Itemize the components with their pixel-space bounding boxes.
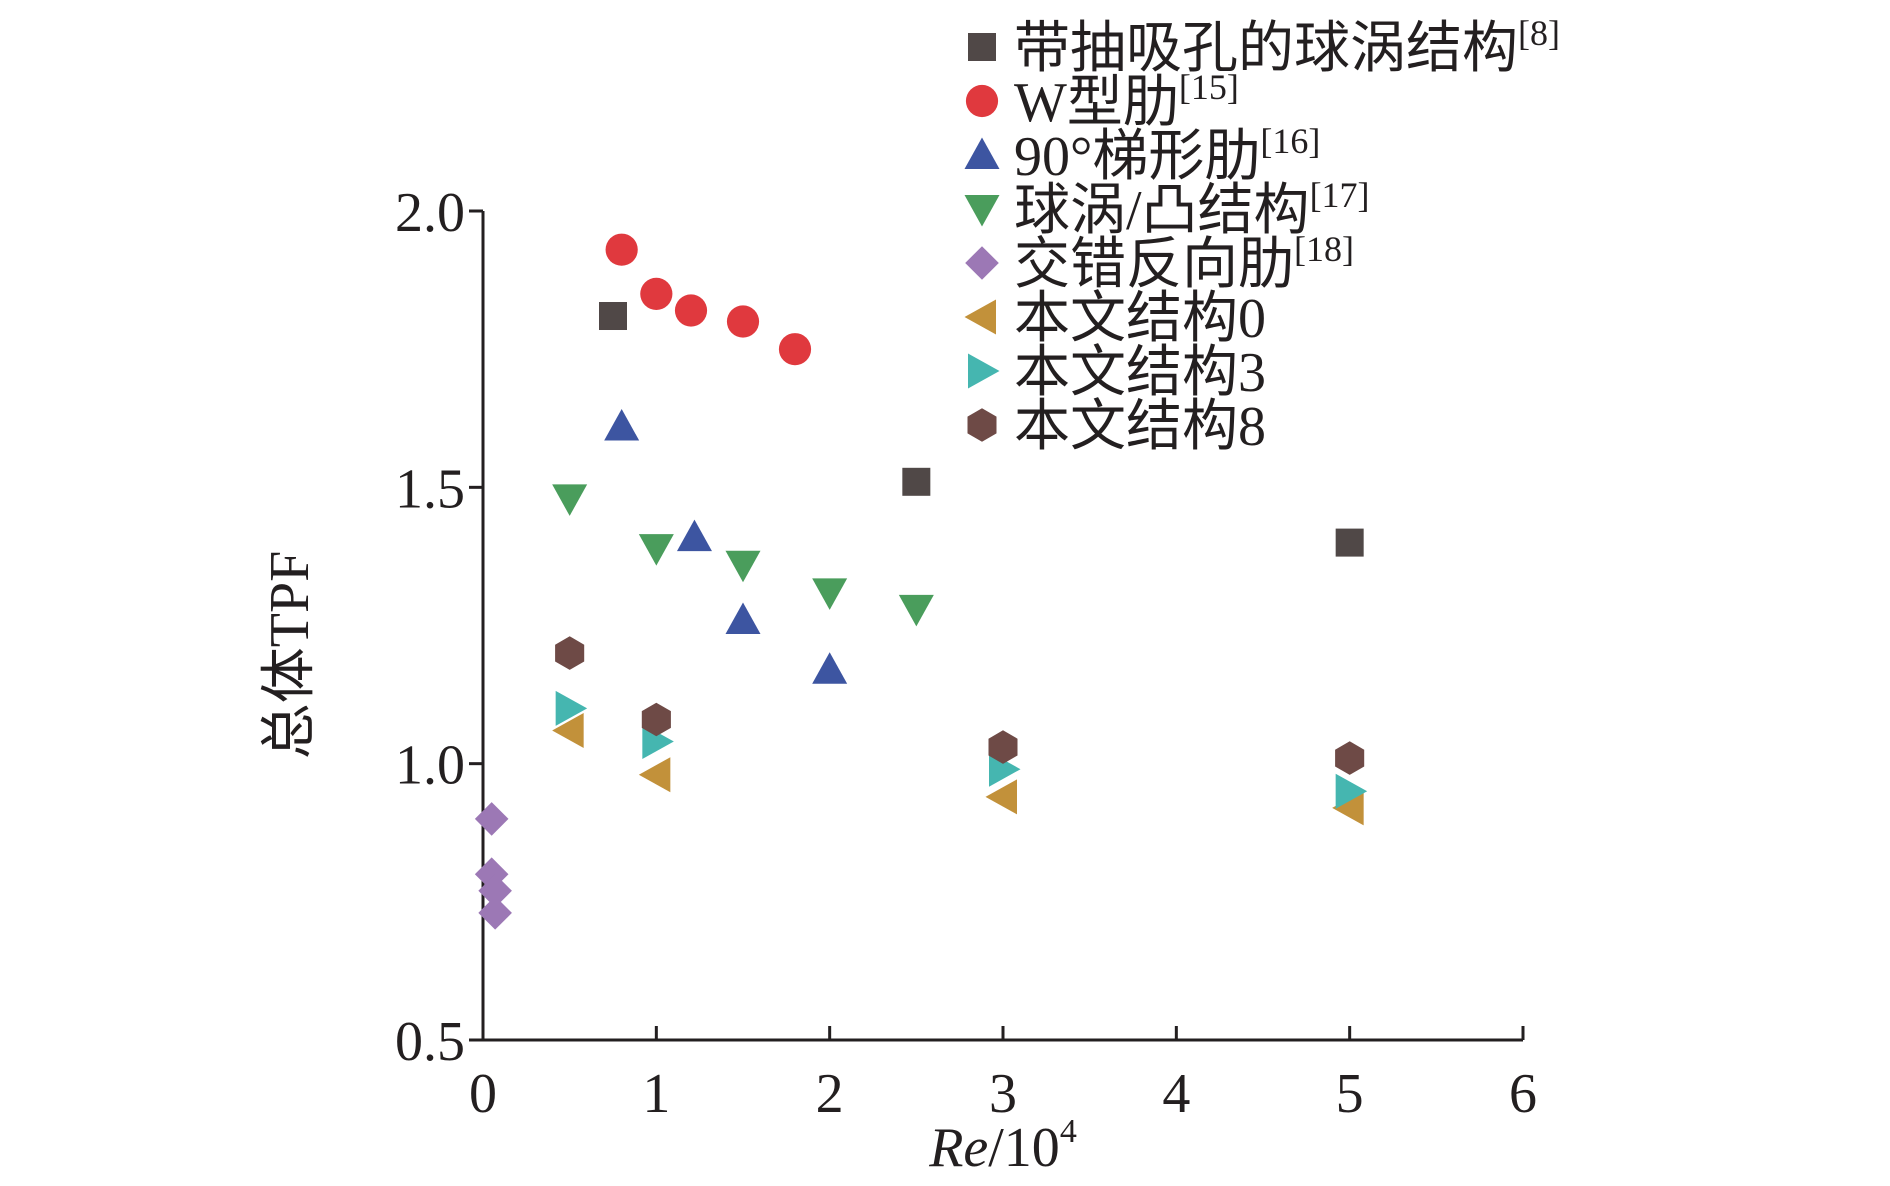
legend-marker <box>964 299 996 335</box>
legend-marker <box>967 408 997 442</box>
legend-series-name: 球涡/凸结构 <box>1014 180 1310 242</box>
legend-marker <box>968 353 1000 389</box>
data-point <box>638 757 671 793</box>
legend-series-name: W型肋 <box>1014 72 1179 134</box>
y-tick-label: 2.0 <box>395 182 465 244</box>
x-axis-title-italic: Re <box>928 1117 988 1179</box>
series-8 <box>555 636 1365 775</box>
data-point <box>642 724 674 760</box>
data-point <box>641 702 671 737</box>
data-point <box>902 467 931 496</box>
legend-item: 带抽吸孔的球涡结构[8] <box>968 13 1560 80</box>
legend-item: 交错反向肋[18] <box>965 229 1354 296</box>
legend-label: 本文结构0 <box>1014 288 1266 350</box>
legend-series-name: 交错反向肋 <box>1014 234 1294 296</box>
data-point <box>676 519 712 552</box>
data-point <box>605 233 638 266</box>
data-point <box>604 409 640 441</box>
series-6 <box>552 713 1364 826</box>
data-point <box>640 277 673 310</box>
legend-series-name: 本文结构3 <box>1014 342 1266 404</box>
x-tick-label: 3 <box>989 1063 1017 1125</box>
data-point <box>989 751 1021 787</box>
x-tick-label: 0 <box>469 1063 497 1125</box>
legend-item: 本文结构3 <box>968 342 1266 404</box>
legend-item: 本文结构0 <box>964 288 1266 350</box>
data-point <box>1335 741 1365 775</box>
legend-reference: [15] <box>1179 67 1239 107</box>
legend-reference: [8] <box>1518 13 1560 53</box>
data-point <box>1335 773 1368 809</box>
x-tick-label: 6 <box>1509 1063 1537 1125</box>
x-tick-label: 2 <box>816 1063 844 1125</box>
legend-label: 本文结构3 <box>1014 342 1266 404</box>
legend-series-name: 带抽吸孔的球涡结构 <box>1014 18 1518 80</box>
x-axis-title-exponent: 4 <box>1060 1113 1077 1150</box>
series-5 <box>474 802 512 930</box>
legend-reference: [18] <box>1294 229 1354 269</box>
legend-label: 带抽吸孔的球涡结构[8] <box>1014 13 1560 80</box>
legend-reference: [16] <box>1260 121 1320 161</box>
data-point <box>474 802 509 836</box>
data-point <box>985 779 1017 815</box>
data-point <box>1332 790 1364 826</box>
legend-item: W型肋[15] <box>965 67 1239 134</box>
data-point <box>478 873 512 908</box>
legend-marker <box>965 246 999 280</box>
legend-label: W型肋[15] <box>1014 67 1239 134</box>
data-point <box>599 302 627 331</box>
data-point <box>898 594 934 627</box>
legend-series-name: 本文结构0 <box>1014 288 1266 350</box>
series-1 <box>599 302 1364 557</box>
legend-item: 球涡/凸结构[17] <box>964 175 1370 242</box>
series-2 <box>605 233 812 366</box>
data-point <box>778 333 812 366</box>
data-point <box>552 713 584 749</box>
y-tick-label: 0.5 <box>395 1011 465 1073</box>
data-point <box>552 484 588 516</box>
data-points <box>474 233 1368 930</box>
data-point <box>555 636 585 670</box>
legend-marker <box>964 195 1000 227</box>
data-point <box>812 652 848 684</box>
series-4 <box>552 484 934 627</box>
legend: 带抽吸孔的球涡结构[8]W型肋[15] 90°梯形肋[16]球涡/凸结构[17]… <box>964 13 1560 458</box>
ticks: 0 1 2 3 4 5 6 0.5 1.0 1.5 2.0 <box>395 182 1537 1125</box>
legend-series-name: 本文结构8 <box>1014 396 1266 458</box>
y-tick-label: 1.0 <box>395 735 465 797</box>
legend-reference: [17] <box>1310 175 1370 215</box>
data-point <box>812 578 848 610</box>
data-point <box>638 534 674 566</box>
x-axis-title: Re/104 <box>928 1113 1077 1179</box>
axes <box>481 211 1523 1042</box>
series-7 <box>555 690 1368 809</box>
data-point <box>988 730 1018 764</box>
data-point <box>674 294 708 327</box>
data-point <box>1335 528 1364 557</box>
x-tick-label: 1 <box>642 1063 670 1125</box>
data-point <box>725 602 761 634</box>
legend-item: 本文结构8 <box>967 396 1266 458</box>
x-axis-title-text: /10 <box>988 1117 1060 1179</box>
legend-item: 90°梯形肋[16] <box>964 121 1320 188</box>
data-point <box>478 896 512 930</box>
data-point <box>726 305 760 338</box>
data-point <box>555 690 588 726</box>
y-tick-label: 1.5 <box>395 458 465 520</box>
x-tick-label: 4 <box>1162 1063 1190 1125</box>
legend-series-name: 90°梯形肋 <box>1014 126 1260 188</box>
legend-marker <box>968 33 996 61</box>
y-axis-title: 总体TPF <box>259 551 321 760</box>
data-point <box>725 550 761 583</box>
legend-marker <box>965 84 999 118</box>
legend-label: 球涡/凸结构[17] <box>1014 175 1370 242</box>
legend-label: 交错反向肋[18] <box>1014 229 1354 296</box>
legend-label: 本文结构8 <box>1014 396 1266 458</box>
series-3 <box>604 409 848 684</box>
legend-marker <box>964 137 1000 169</box>
legend-label: 90°梯形肋[16] <box>1014 121 1320 188</box>
x-tick-label: 5 <box>1336 1063 1364 1125</box>
